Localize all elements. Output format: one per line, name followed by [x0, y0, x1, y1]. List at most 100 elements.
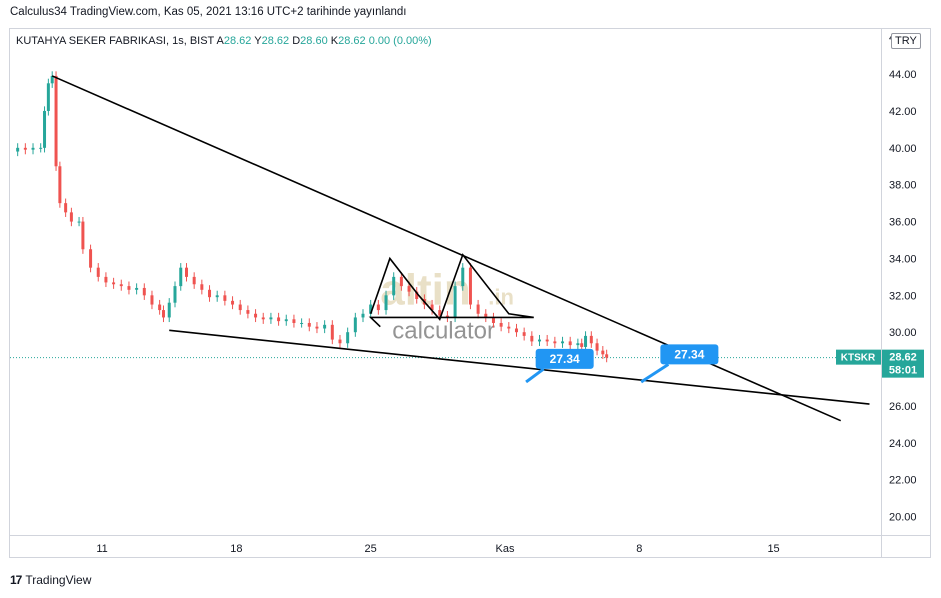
candle-body [392, 276, 396, 296]
y-tick-label: 24.00 [889, 438, 917, 450]
candle-body [50, 75, 54, 84]
candle-body [468, 267, 472, 305]
high-value: 28.62 [261, 35, 290, 47]
candle-body [292, 319, 296, 323]
candle-body [584, 335, 588, 347]
y-tick-label: 38.00 [889, 180, 917, 192]
candle-body [208, 289, 212, 298]
y-tick-label: 30.00 [889, 327, 917, 339]
close-value: 28.62 [338, 35, 366, 47]
price-tag-countdown: 58:01 [889, 365, 917, 377]
watermark-subtitle: calculator [392, 318, 495, 345]
y-tick-label: 40.00 [889, 143, 917, 155]
candle-body [438, 310, 442, 316]
candle-body [246, 310, 250, 314]
callout-pointer [640, 363, 670, 384]
high-label: Y [254, 35, 262, 47]
candle-body [64, 203, 68, 213]
head-shoulders-pattern[interactable] [368, 253, 534, 328]
candle-body [150, 295, 154, 305]
price-callout-label: 27.34 [674, 347, 704, 361]
candle-body [384, 295, 388, 311]
candle-body [576, 343, 580, 346]
candle-body [415, 291, 419, 300]
symbol-name: KUTAHYA SEKER FABRIKASI, 1s, BIST [16, 35, 215, 47]
price-axis-separator [881, 28, 882, 558]
symbol-legend: KUTAHYA SEKER FABRIKASI, 1s, BIST A28.62… [16, 35, 432, 47]
x-tick-label: 15 [767, 543, 779, 555]
candle-body [589, 335, 593, 344]
price-tag-ticker [836, 349, 881, 365]
x-tick-label: Kas [495, 543, 514, 555]
candle-body [605, 354, 609, 358]
x-tick-label: 8 [636, 543, 642, 555]
candle-body [135, 287, 139, 290]
chart-frame [9, 28, 931, 558]
candle-body [369, 304, 373, 314]
candle-body [158, 304, 162, 311]
candle-body [315, 326, 319, 329]
y-tick-label: 42.00 [889, 106, 917, 118]
candle-body [491, 317, 495, 323]
candle-body [338, 339, 342, 344]
candle-body [39, 147, 43, 149]
candle-body [353, 317, 357, 333]
candle-body [595, 343, 599, 351]
price-tag-ticker-label: KTSKR [841, 353, 876, 364]
candle-body [284, 319, 288, 322]
open-value: 28.62 [223, 35, 252, 47]
price-tag-value [882, 349, 924, 378]
y-tick-label: 36.00 [889, 217, 917, 229]
candle-body [81, 221, 85, 250]
candle-body [43, 110, 47, 148]
candle-body [461, 267, 465, 287]
currency-badge[interactable]: TRY [891, 33, 921, 49]
candle-body [161, 310, 165, 318]
candle-body [31, 147, 35, 150]
candle-body [300, 322, 304, 324]
candle-body [407, 286, 411, 292]
candle-body [445, 315, 449, 318]
candle-body [215, 295, 219, 298]
candle-body [223, 295, 227, 301]
tradingview-logo-icon: 17 [10, 573, 22, 587]
tradingview-footer[interactable]: 17 TradingView [10, 573, 91, 587]
candle-body [231, 300, 235, 305]
y-tick-label: 20.00 [889, 512, 917, 524]
candle-body [112, 282, 116, 285]
candle-body [601, 350, 605, 355]
candle-body [119, 284, 123, 287]
candle-body [307, 322, 311, 327]
x-tick-label: 11 [96, 543, 107, 555]
candle-body [484, 313, 488, 318]
candle-body [361, 313, 365, 318]
candle-body [254, 313, 258, 318]
candle-body [179, 267, 183, 287]
candle-body [507, 326, 511, 329]
price-callout[interactable] [535, 348, 594, 369]
x-tick-label: 25 [365, 543, 377, 555]
price-tag-price: 28.62 [889, 352, 917, 364]
candle-body [200, 284, 204, 290]
candle-body [127, 286, 131, 290]
candle-body [46, 83, 50, 111]
y-tick-label: 44.00 [889, 69, 917, 81]
candle-body [376, 304, 380, 311]
candle-body [173, 286, 177, 303]
lower-trendline[interactable] [169, 329, 870, 405]
time-axis-separator [9, 535, 931, 536]
callout-pointer [525, 367, 545, 384]
candle-body [522, 332, 526, 336]
watermark-suffix: .in [488, 285, 514, 310]
candle-body [323, 324, 327, 329]
open-label: A [216, 35, 224, 47]
candle-body [69, 212, 73, 222]
price-callout[interactable] [660, 344, 719, 365]
candle-body [499, 322, 503, 327]
candle-body [96, 267, 100, 277]
candle-body [185, 267, 189, 277]
candle-body [238, 304, 242, 311]
upper-trendline[interactable] [51, 75, 842, 422]
candle-body [167, 302, 171, 318]
